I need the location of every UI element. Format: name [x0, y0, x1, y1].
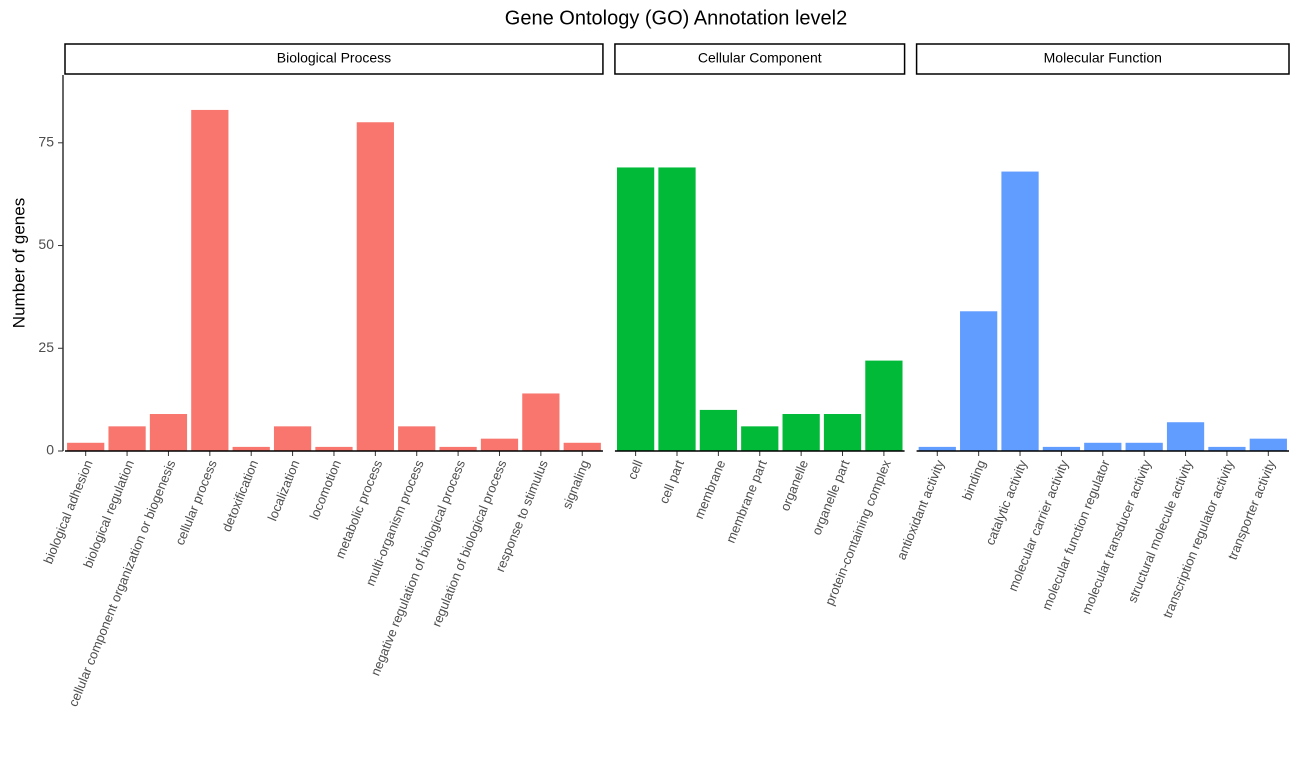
x-tick-label: antioxidant activity — [894, 457, 948, 562]
facet-strip — [614, 43, 906, 75]
bar — [1249, 438, 1287, 451]
x-tick-label: detoxification — [219, 458, 261, 534]
bar — [1166, 422, 1205, 451]
facet-strip — [64, 43, 604, 75]
bar — [782, 414, 820, 451]
x-tick-label: membrane — [691, 458, 728, 521]
bar — [1208, 446, 1246, 451]
bar — [741, 426, 779, 451]
bar — [522, 393, 560, 451]
bar — [823, 414, 862, 451]
y-tick-label: 0 — [46, 442, 54, 458]
bar — [1042, 446, 1081, 451]
bar — [149, 414, 188, 451]
x-tick-label: cell — [624, 458, 645, 482]
bar — [1084, 442, 1122, 451]
bar — [1125, 442, 1163, 451]
x-tick-label: membrane part — [723, 457, 770, 545]
bar — [67, 442, 105, 451]
bar — [658, 167, 696, 451]
bar — [960, 311, 998, 451]
bar — [315, 446, 353, 451]
x-tick-label: locomotion — [306, 458, 343, 522]
bar — [1001, 171, 1039, 452]
bar — [273, 426, 312, 451]
x-tick-label: regulation of biological process — [429, 457, 510, 629]
x-tick-label: cellular process — [172, 457, 220, 547]
bar — [918, 446, 956, 451]
x-tick-label: cell part — [656, 457, 687, 505]
x-tick-label: signaling — [559, 458, 592, 511]
x-tick-label: localization — [265, 458, 303, 523]
y-tick-label: 25 — [38, 339, 54, 355]
bar — [563, 442, 601, 451]
bar — [191, 109, 229, 452]
facet-strip — [915, 43, 1290, 75]
bar — [439, 446, 477, 451]
bar — [356, 122, 394, 451]
facet-title: Cellular Component — [698, 50, 822, 66]
facet-title: Biological Process — [277, 50, 391, 66]
facet-title: Molecular Function — [1044, 50, 1162, 66]
y-tick-label: 50 — [38, 236, 54, 252]
bar — [398, 426, 436, 451]
bar — [480, 438, 519, 451]
y-tick-label: 75 — [38, 134, 54, 150]
x-tick-label: catalytic activity — [982, 457, 1030, 547]
x-tick-label: organelle — [777, 458, 811, 513]
y-axis-label: Number of genes — [9, 198, 28, 328]
x-tick-label: organelle part — [809, 457, 853, 537]
bar — [865, 360, 903, 451]
x-tick-label: binding — [959, 458, 989, 503]
chart-title: Gene Ontology (GO) Annotation level2 — [505, 7, 847, 29]
bar — [617, 167, 655, 451]
bar — [108, 426, 146, 451]
bar — [232, 446, 270, 451]
bar — [699, 409, 737, 451]
